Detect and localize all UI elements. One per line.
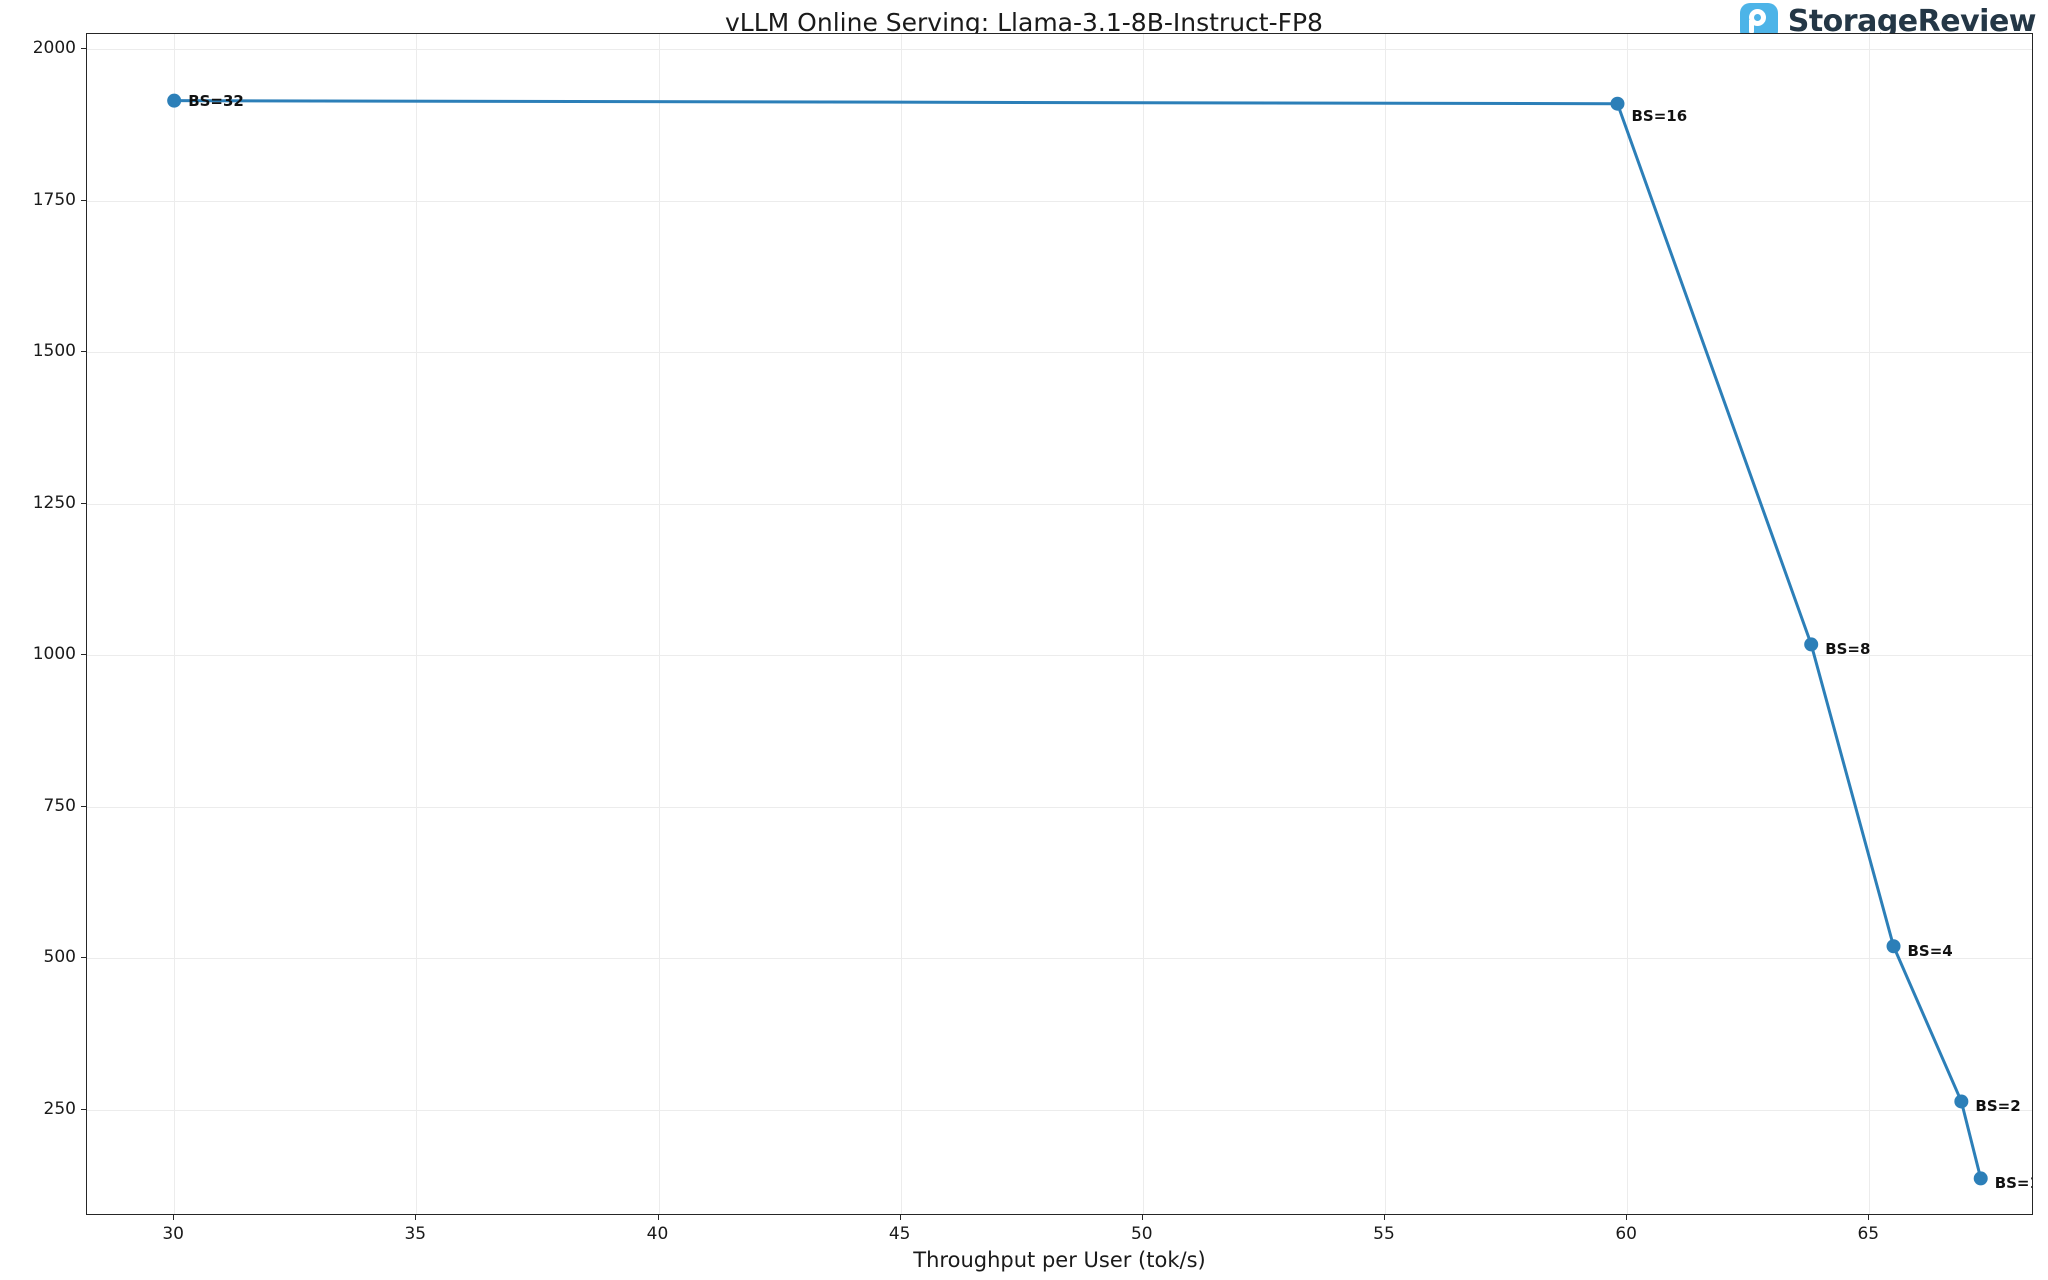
x-tick-label: 35 xyxy=(404,1224,427,1244)
x-tick-label: 55 xyxy=(1373,1224,1395,1244)
gridline-horizontal xyxy=(87,1109,2032,1111)
gridline-horizontal xyxy=(87,655,2032,657)
gridline-vertical xyxy=(1142,34,1144,1214)
gridline-vertical xyxy=(416,34,418,1214)
y-tick-mark xyxy=(81,48,86,50)
x-tick-mark xyxy=(1384,1215,1385,1220)
x-tick-label: 65 xyxy=(1857,1224,1880,1244)
gridline-vertical xyxy=(900,34,902,1214)
point-annotation-label: BS=8 xyxy=(1825,640,1871,659)
y-tick-label: 1500 xyxy=(32,341,76,362)
gridline-vertical xyxy=(1869,34,1871,1214)
data-point-marker xyxy=(1804,637,1819,652)
x-tick-label: 45 xyxy=(888,1224,911,1244)
x-tick-mark xyxy=(1141,1215,1143,1220)
gridline-horizontal xyxy=(87,958,2032,960)
x-tick-mark xyxy=(657,1215,659,1220)
x-tick-label: 50 xyxy=(1130,1224,1153,1244)
plot-inner: BS=32 BS=16 BS=8 BS=4 BS=2 BS=1 xyxy=(87,34,2032,1214)
point-annotation-label: BS=4 xyxy=(1907,942,1953,961)
x-axis-label: Throughput per User (tok/s) xyxy=(913,1248,1206,1272)
series-polyline xyxy=(172,99,1983,1180)
gridline-horizontal xyxy=(87,806,2032,808)
y-tick-label: 750 xyxy=(43,795,76,816)
y-tick-label: 1250 xyxy=(32,492,76,513)
gridline-vertical xyxy=(174,34,176,1214)
y-tick-mark xyxy=(81,199,86,201)
x-tick-label: 60 xyxy=(1615,1224,1638,1244)
y-tick-mark xyxy=(81,1108,86,1110)
data-point-marker xyxy=(167,93,182,108)
point-annotation-label: BS=32 xyxy=(188,91,244,110)
data-point-marker xyxy=(1954,1094,1969,1109)
storagereview-logo: StorageReview xyxy=(1739,2,2037,42)
y-tick-label: 1750 xyxy=(32,189,76,210)
x-tick-mark xyxy=(1626,1215,1628,1220)
x-tick-label: 40 xyxy=(646,1224,669,1244)
x-tick-mark xyxy=(415,1215,417,1220)
gridline-vertical xyxy=(1627,34,1629,1214)
y-tick-mark xyxy=(81,351,86,353)
point-annotation-label: BS=16 xyxy=(1631,106,1688,125)
y-tick-label: 2000 xyxy=(32,38,76,59)
gridline-horizontal xyxy=(87,49,2032,51)
x-tick-mark xyxy=(899,1215,901,1220)
y-tick-mark xyxy=(81,654,86,656)
data-point-marker xyxy=(1610,96,1625,111)
x-tick-label: 30 xyxy=(162,1224,185,1244)
storagereview-logo-text: StorageReview xyxy=(1787,4,2037,39)
plot-area: BS=32 BS=16 BS=8 BS=4 BS=2 BS=1 xyxy=(86,33,2033,1215)
gridline-horizontal xyxy=(87,200,2032,202)
point-annotation-label: BS=2 xyxy=(1975,1097,2021,1116)
y-tick-label: 1000 xyxy=(32,644,76,665)
y-tick-mark xyxy=(81,502,86,504)
gridline-horizontal xyxy=(87,352,2032,354)
chart-title: vLLM Online Serving: Llama-3.1-8B-Instru… xyxy=(725,8,1323,37)
x-tick-mark xyxy=(173,1215,175,1220)
point-annotation-label: BS=1 xyxy=(1994,1174,2032,1193)
gridline-horizontal xyxy=(87,503,2032,505)
data-point-marker xyxy=(1886,939,1901,954)
y-tick-mark xyxy=(81,957,86,959)
gridline-vertical xyxy=(658,34,660,1214)
y-tick-label: 500 xyxy=(43,947,76,968)
y-tick-mark xyxy=(81,805,86,807)
x-tick-mark xyxy=(1868,1215,1870,1220)
data-point-marker xyxy=(1973,1171,1988,1186)
series-line xyxy=(167,93,1988,1186)
y-tick-label: 250 xyxy=(43,1098,76,1119)
gridline-vertical xyxy=(1385,34,1386,1214)
